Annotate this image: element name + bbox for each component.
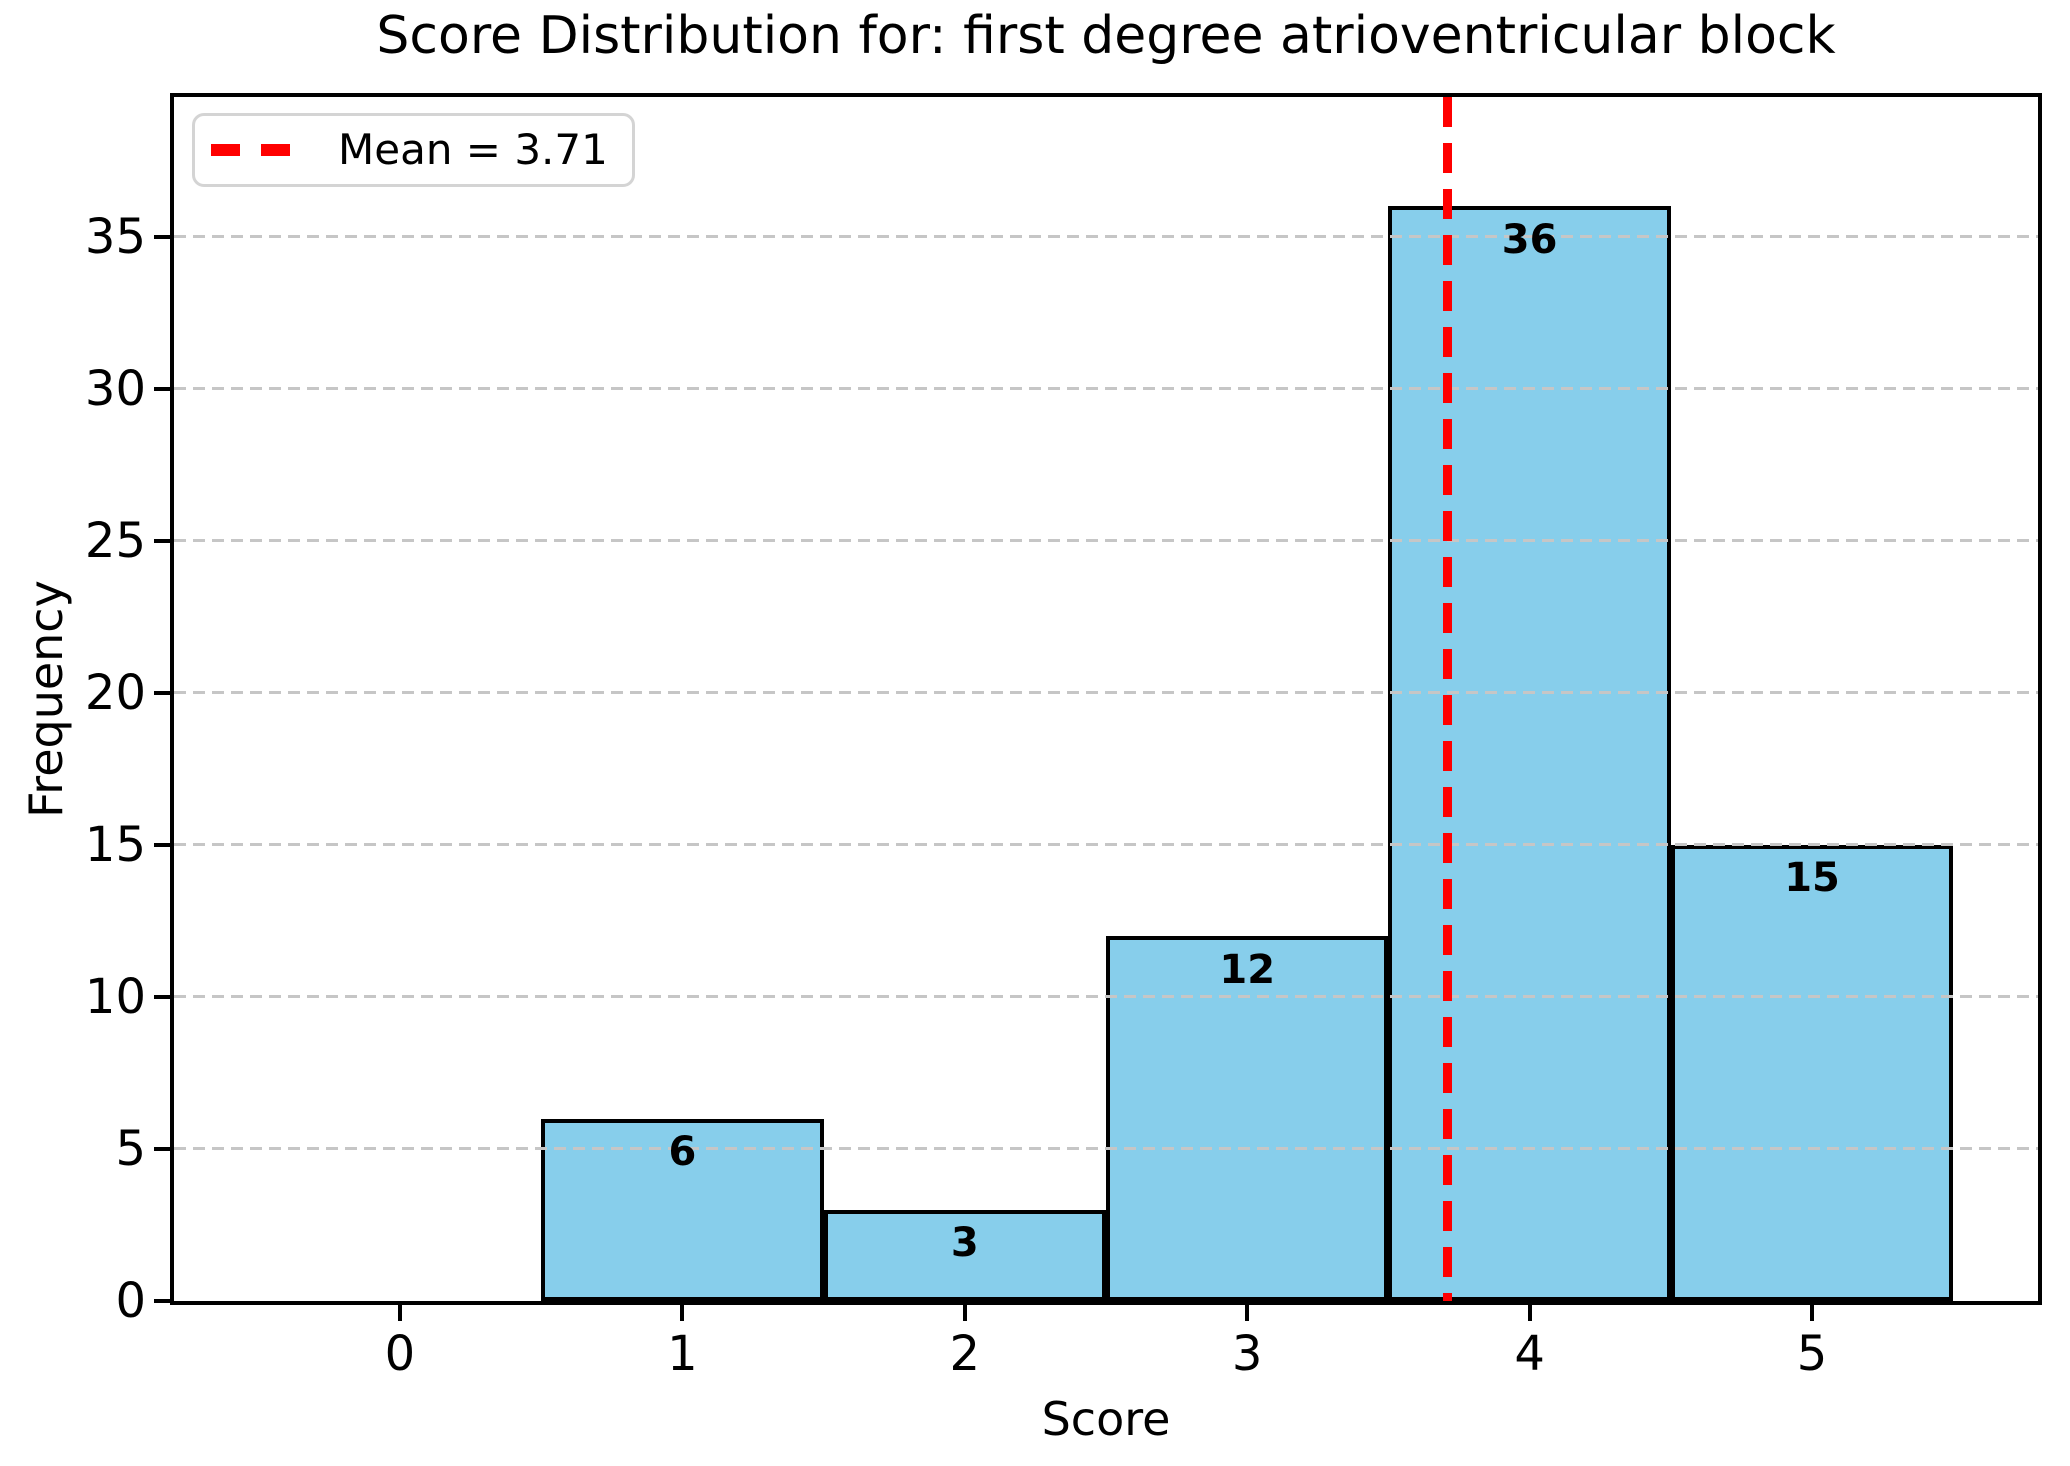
bar-value-label: 12 [1219,946,1276,993]
histogram-bar [823,1209,1106,1301]
x-tick-label: 2 [949,1326,981,1382]
y-tick-mark [154,1146,170,1151]
gridline [174,387,2038,391]
y-tick-mark [154,538,170,543]
bar-value-label: 6 [668,1129,697,1176]
y-tick-label: 10 [84,968,146,1025]
x-tick-mark [962,1305,967,1321]
bar-value-label: 15 [1784,855,1840,902]
plot-area: 6 3 12 36 15 [170,93,2042,1305]
y-tick-label: 5 [115,1120,146,1177]
x-tick-mark [1527,1305,1532,1321]
bar-value-label: 36 [1501,216,1558,263]
y-tick-label: 30 [84,360,146,417]
gridline [174,995,2038,999]
legend-label: Mean = 3.71 [338,125,608,174]
y-tick-label: 0 [115,1273,146,1329]
y-tick-mark [154,994,170,999]
x-tick-label: 4 [1514,1326,1545,1382]
y-tick-mark [154,690,170,695]
mean-line-legend-swatch [211,144,296,156]
x-tick-label: 3 [1231,1326,1263,1382]
y-tick-mark [154,234,170,239]
gridline [174,843,2038,847]
x-tick-label: 1 [667,1326,698,1382]
histogram-bar [1388,206,1671,1301]
y-tick-label: 35 [84,208,146,265]
gridline [174,539,2038,543]
x-tick-mark [680,1305,685,1321]
y-tick-mark [154,1299,170,1303]
x-tick-label: 0 [384,1326,416,1382]
bar-value-label: 3 [950,1220,979,1267]
legend: Mean = 3.71 [192,113,635,187]
x-tick-mark [1245,1305,1250,1321]
y-tick-mark [154,386,170,391]
gridline [174,691,2038,695]
gridline [174,1147,2038,1151]
x-axis-label: Score [1041,1392,1171,1446]
gridline [174,235,2038,239]
y-tick-label: 15 [84,816,146,873]
x-tick-label: 5 [1796,1326,1828,1382]
y-tick-label: 25 [84,512,146,569]
histogram-bar [1670,844,1954,1301]
y-tick-mark [154,842,170,847]
y-tick-label: 20 [84,664,146,721]
x-tick-mark [397,1305,402,1321]
x-tick-mark [1810,1305,1815,1321]
mean-line [1443,97,1453,1301]
chart-title: Score Distribution for: first degree atr… [376,6,1836,66]
